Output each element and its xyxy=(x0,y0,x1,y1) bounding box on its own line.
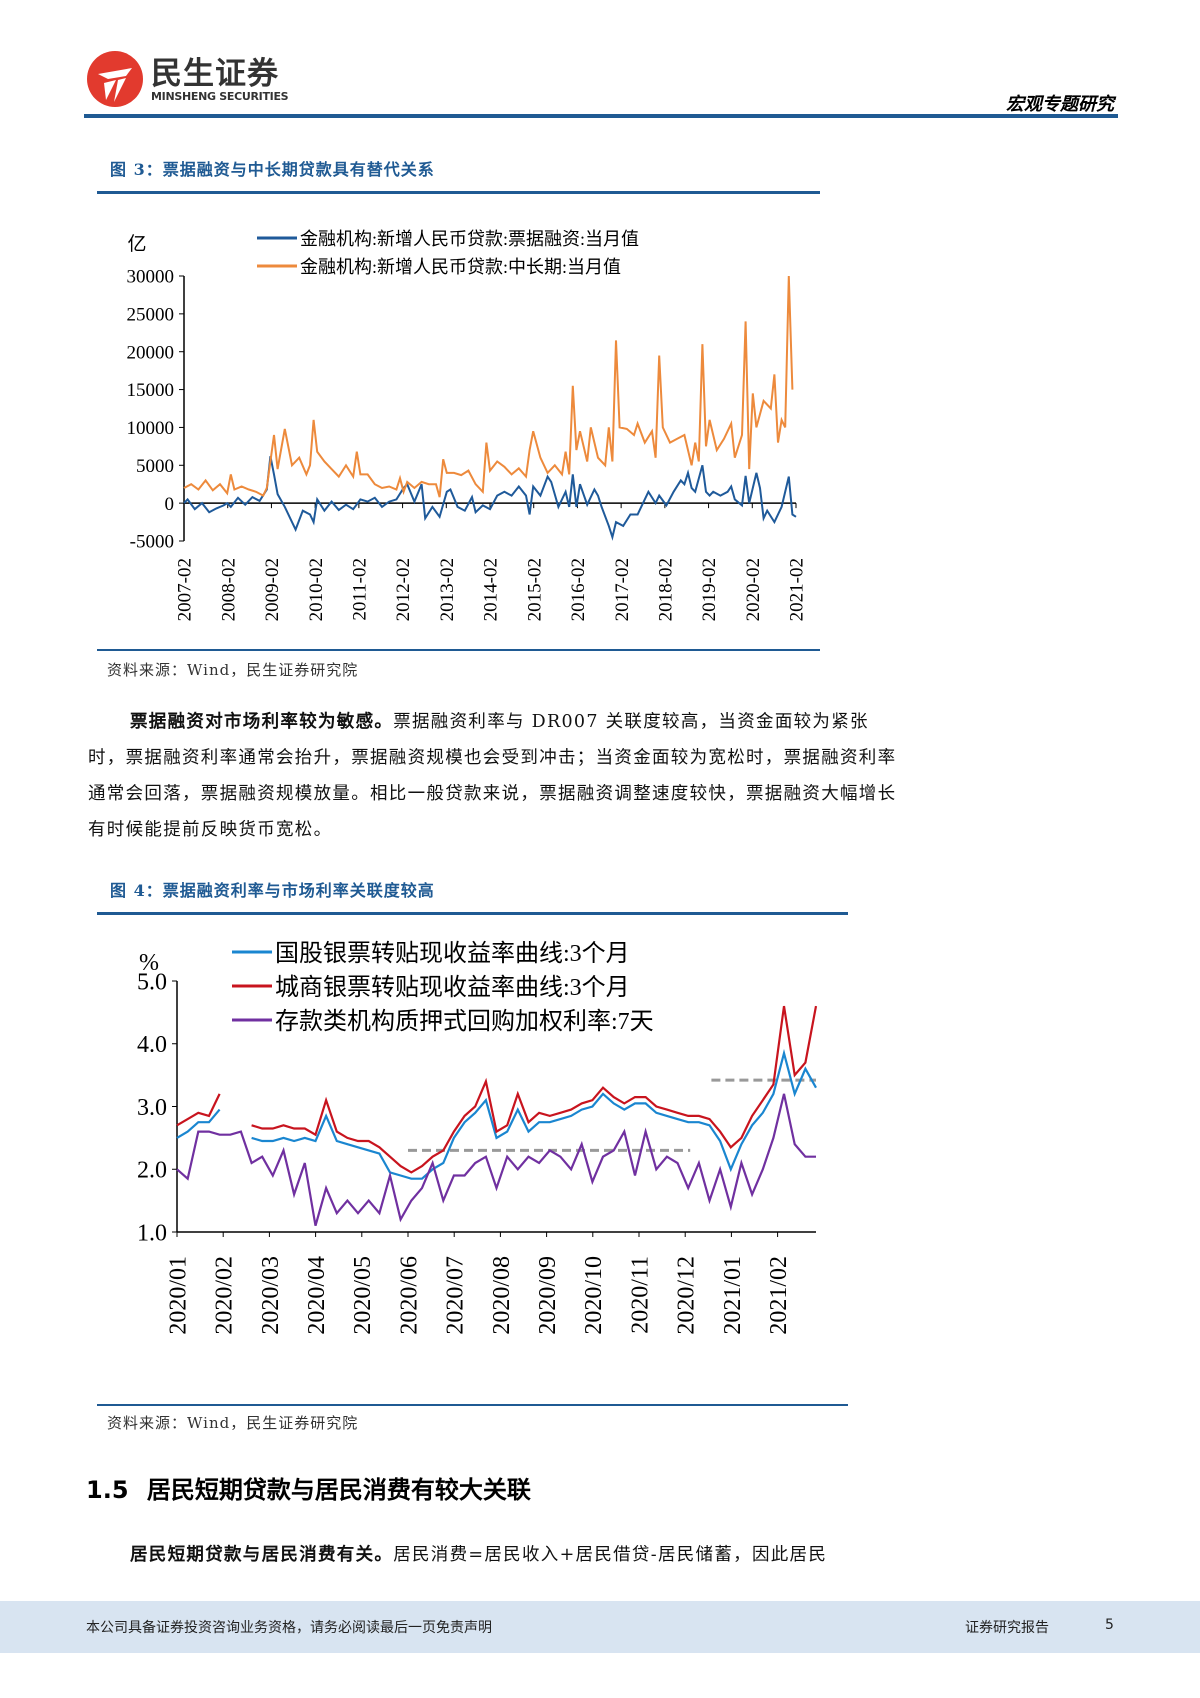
series-line-1 xyxy=(183,456,797,541)
figure4-chart: 5.0 4.0 3.0 2.0 1.0% 2020/01 2020/02 2020/03 202… xyxy=(137,940,818,1335)
paragraph-body: 票据融资利率与 DR007 关联度较高，当资金面较为紧张时，票据融资利率通常会抬… xyxy=(88,712,897,840)
y-tick-label: 3.0 xyxy=(137,1095,167,1121)
x-tick-label: 2016-02 xyxy=(568,558,589,621)
x-tick-label: 2020/07 xyxy=(443,1256,469,1335)
x-tick-label: 2020/05 xyxy=(350,1256,376,1335)
figure3-top-rule xyxy=(97,191,820,194)
x-tick-label: 2008-02 xyxy=(218,558,239,621)
y-axis-unit: % xyxy=(139,950,159,976)
y-tick-label: 15000 xyxy=(127,380,175,401)
legend-label-1: 国股银票转贴现收益率曲线:3个月 xyxy=(275,940,630,967)
y-tick-label: -5000 xyxy=(130,532,174,553)
x-tick-label: 2020/12 xyxy=(674,1256,700,1335)
x-tick-label: 2020/04 xyxy=(304,1256,330,1335)
page-number: 5 xyxy=(1105,1617,1114,1633)
y-tick-label: 30000 xyxy=(127,267,175,288)
figure3-title: 图 3：票据融资与中长期贷款具有替代关系 xyxy=(110,160,435,179)
footer-label: 证券研究报告 xyxy=(965,1620,1049,1636)
footer-band: 本公司具备证券投资咨询业务资格，请务必阅读最后一页免责声明 证券研究报告 5 xyxy=(0,1601,1200,1653)
section-heading: 1.5 居民短期贷款与居民消费有较大关联 xyxy=(86,1470,531,1505)
y-tick-label: 4.0 xyxy=(137,1032,167,1058)
x-tick-label: 2013-02 xyxy=(437,558,458,621)
legend-label-2: 城商银票转贴现收益率曲线:3个月 xyxy=(275,974,630,1001)
x-tick-label: 2009-02 xyxy=(262,558,283,621)
y-tick-label: 1.0 xyxy=(137,1220,167,1246)
report-type: 宏观专题研究 xyxy=(1006,94,1114,115)
x-tick-label: 2021/02 xyxy=(766,1256,792,1335)
x-tick-label: 2020/02 xyxy=(212,1256,238,1335)
x-tick-label: 2017-02 xyxy=(612,558,633,621)
x-tick-label: 2010-02 xyxy=(306,558,327,621)
section-number: 1.5 xyxy=(86,1476,129,1504)
x-tick-label: 2020/01 xyxy=(165,1256,191,1335)
x-tick-label: 2021/01 xyxy=(720,1256,746,1335)
x-tick-label: 2021-02 xyxy=(787,558,808,621)
series-line-1 xyxy=(176,1048,817,1180)
x-tick-label: 2020/10 xyxy=(581,1256,607,1335)
figure4-bottom-rule xyxy=(97,1404,848,1406)
x-tick-label: 2012-02 xyxy=(393,558,414,621)
figure3-chart: 30000 25000 20000 15000 10000 5000 0 -5000 亿 2007… xyxy=(127,229,808,621)
y-tick-label: 0 xyxy=(165,494,175,515)
paragraph-lead: 居民短期贷款与居民消费有关。 xyxy=(130,1545,394,1565)
paragraph-household-loans: 居民短期贷款与居民消费有关。居民消费=居民收入+居民借贷-居民储蓄，因此居民 xyxy=(88,1537,903,1573)
paragraph-ticket-sensitivity: 票据融资对市场利率较为敏感。票据融资利率与 DR007 关联度较高，当资金面较为… xyxy=(88,704,903,848)
x-tick-label: 2020-02 xyxy=(743,558,764,621)
legend-label-2: 金融机构:新增人民币贷款:中长期:当月值 xyxy=(300,257,621,277)
x-tick-label: 2019-02 xyxy=(699,558,720,621)
x-tick-label: 2011-02 xyxy=(350,558,371,621)
legend-label-3: 存款类机构质押式回购加权利率:7天 xyxy=(275,1008,654,1035)
figure3-bottom-rule xyxy=(97,649,820,651)
series-line-3 xyxy=(176,1093,816,1226)
y-tick-label: 10000 xyxy=(127,418,175,439)
x-tick-label: 2020/08 xyxy=(489,1256,515,1335)
figure4-title: 图 4：票据融资利率与市场利率关联度较高 xyxy=(110,881,435,900)
logo-en: MINSHENG SECURITIES xyxy=(151,90,289,103)
y-tick-label: 2.0 xyxy=(137,1158,167,1184)
paragraph-lead: 票据融资对市场利率较为敏感。 xyxy=(130,712,394,732)
x-tick-label: 2020/11 xyxy=(627,1256,653,1334)
x-tick-label: 2007-02 xyxy=(175,558,196,621)
header-rule xyxy=(84,114,1118,118)
x-tick-label: 2014-02 xyxy=(481,558,502,621)
figure4-top-rule xyxy=(97,912,848,915)
y-tick-label: 5.0 xyxy=(137,969,167,995)
footer-disclaimer: 本公司具备证券投资咨询业务资格，请务必阅读最后一页免责声明 xyxy=(86,1620,492,1636)
x-tick-label: 2015-02 xyxy=(524,558,545,621)
series-line-2 xyxy=(183,275,794,498)
x-tick-label: 2020/06 xyxy=(396,1256,422,1335)
x-tick-label: 2020/03 xyxy=(258,1256,284,1335)
y-axis-unit: 亿 xyxy=(127,233,146,255)
logo-cn: 民生证券 xyxy=(151,56,279,92)
y-tick-label: 20000 xyxy=(127,342,175,363)
section-title: 居民短期贷款与居民消费有较大关联 xyxy=(146,1475,531,1504)
figure4-source: 资料来源：Wind，民生证券研究院 xyxy=(107,1414,359,1432)
logo: 民生证券 MINSHENG SECURITIES xyxy=(86,48,296,110)
x-tick-label: 2020/09 xyxy=(535,1256,561,1335)
logo-emblem-icon xyxy=(87,51,143,107)
y-tick-label: 25000 xyxy=(127,305,175,326)
paragraph-body: 居民消费=居民收入+居民借贷-居民储蓄，因此居民 xyxy=(393,1545,828,1565)
series-line-2 xyxy=(176,1005,818,1174)
y-tick-label: 5000 xyxy=(136,456,174,477)
x-tick-label: 2018-02 xyxy=(656,558,677,621)
figure3-source: 资料来源：Wind，民生证券研究院 xyxy=(107,661,359,679)
legend-label-1: 金融机构:新增人民币贷款:票据融资:当月值 xyxy=(300,229,639,249)
